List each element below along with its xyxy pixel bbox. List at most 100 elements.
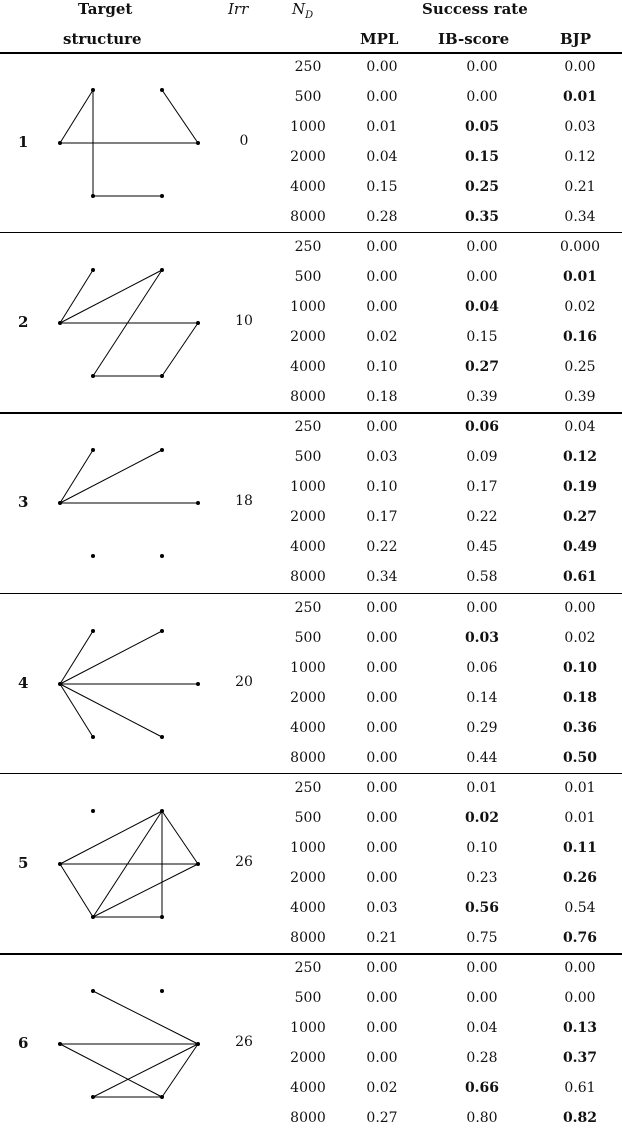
cell-ib: 0.80 bbox=[466, 1110, 498, 1126]
horizontal-rule bbox=[0, 232, 622, 233]
graph-node bbox=[160, 88, 164, 92]
cell-n: 4000 bbox=[290, 1080, 326, 1096]
header-irr: Irr bbox=[228, 0, 249, 18]
structure-number: 5 bbox=[18, 854, 29, 872]
graph-node bbox=[160, 194, 164, 198]
cell-n: 250 bbox=[294, 780, 322, 796]
graph-node bbox=[196, 1042, 200, 1046]
graph-node bbox=[58, 682, 62, 686]
target-structure-graph bbox=[58, 809, 200, 919]
graph-node bbox=[196, 682, 200, 686]
graph-node bbox=[196, 321, 200, 325]
graph-node bbox=[160, 809, 164, 813]
graph-edge bbox=[92, 990, 199, 1045]
horizontal-rule bbox=[0, 52, 622, 54]
target-structure-graph bbox=[58, 989, 200, 1099]
cell-mpl: 0.00 bbox=[366, 419, 398, 435]
cell-bjp: 0.01 bbox=[564, 810, 596, 826]
graph-node bbox=[160, 1095, 164, 1099]
graph-edge bbox=[59, 810, 163, 865]
cell-bjp: 0.37 bbox=[562, 1050, 598, 1066]
irr-value: 26 bbox=[235, 1034, 253, 1050]
cell-bjp: 0.00 bbox=[564, 960, 596, 976]
cell-ib: 0.39 bbox=[466, 389, 498, 405]
cell-bjp: 0.04 bbox=[564, 419, 596, 435]
cell-ib: 0.14 bbox=[466, 690, 498, 706]
cell-ib: 0.22 bbox=[466, 509, 498, 525]
cell-bjp: 0.01 bbox=[562, 89, 598, 105]
cell-bjp: 0.61 bbox=[562, 569, 598, 585]
graph-node bbox=[91, 554, 95, 558]
cell-n: 8000 bbox=[290, 930, 326, 946]
graph-node bbox=[91, 915, 95, 919]
cell-n: 1000 bbox=[290, 660, 326, 676]
cell-n: 250 bbox=[294, 419, 322, 435]
cell-ib: 0.58 bbox=[466, 569, 498, 585]
graph-edge bbox=[92, 269, 163, 377]
cell-mpl: 0.15 bbox=[366, 179, 398, 195]
cell-mpl: 0.34 bbox=[366, 569, 398, 585]
cell-mpl: 0.02 bbox=[366, 1080, 398, 1096]
cell-bjp: 0.34 bbox=[564, 209, 596, 225]
graph-edge bbox=[161, 1043, 199, 1098]
cell-ib: 0.23 bbox=[466, 870, 498, 886]
graph-node bbox=[91, 735, 95, 739]
cell-ib: 0.00 bbox=[466, 239, 498, 255]
header-bjp: BJP bbox=[560, 30, 592, 48]
cell-ib: 0.04 bbox=[464, 299, 500, 315]
cell-mpl: 0.28 bbox=[366, 209, 398, 225]
cell-ib: 0.17 bbox=[466, 479, 498, 495]
irr-value: 18 bbox=[235, 493, 253, 509]
horizontal-rule bbox=[0, 593, 622, 594]
cell-ib: 0.35 bbox=[464, 209, 500, 225]
header-nd-main: N bbox=[292, 0, 306, 18]
cell-ib: 0.00 bbox=[466, 269, 498, 285]
header-nd-sub: D bbox=[305, 10, 314, 21]
graph-edge bbox=[59, 683, 163, 738]
graph-node bbox=[160, 989, 164, 993]
cell-mpl: 0.00 bbox=[366, 299, 398, 315]
cell-mpl: 0.00 bbox=[366, 660, 398, 676]
cell-ib: 0.45 bbox=[466, 539, 498, 555]
cell-ib: 0.00 bbox=[466, 990, 498, 1006]
structure-number: 6 bbox=[18, 1034, 29, 1052]
cell-bjp: 0.00 bbox=[564, 600, 596, 616]
cell-bjp: 0.26 bbox=[562, 870, 598, 886]
graph-edge bbox=[59, 863, 94, 918]
cell-bjp: 0.13 bbox=[562, 1020, 598, 1036]
cell-bjp: 0.00 bbox=[564, 59, 596, 75]
graph-node bbox=[91, 1095, 95, 1099]
graph-node bbox=[91, 88, 95, 92]
cell-bjp: 0.21 bbox=[564, 179, 596, 195]
cell-mpl: 0.21 bbox=[366, 930, 398, 946]
target-structure-graph bbox=[58, 268, 200, 378]
horizontal-rule bbox=[0, 773, 622, 774]
cell-ib: 0.00 bbox=[466, 89, 498, 105]
cell-n: 500 bbox=[294, 810, 322, 826]
cell-ib: 0.75 bbox=[466, 930, 498, 946]
cell-mpl: 0.00 bbox=[366, 269, 398, 285]
cell-n: 2000 bbox=[290, 690, 326, 706]
cell-mpl: 0.02 bbox=[366, 329, 398, 345]
cell-ib: 0.28 bbox=[466, 1050, 498, 1066]
cell-bjp: 0.10 bbox=[562, 660, 598, 676]
header-mpl: MPL bbox=[360, 30, 399, 48]
cell-mpl: 0.00 bbox=[366, 630, 398, 646]
cell-n: 1000 bbox=[290, 479, 326, 495]
cell-n: 1000 bbox=[290, 299, 326, 315]
graph-edge bbox=[92, 863, 199, 918]
graph-node bbox=[58, 862, 62, 866]
cell-ib: 0.27 bbox=[464, 359, 500, 375]
structure-number: 2 bbox=[18, 313, 29, 331]
target-structure-graph bbox=[58, 448, 200, 558]
cell-ib: 0.05 bbox=[464, 119, 500, 135]
cell-ib: 0.56 bbox=[464, 900, 500, 916]
graph-node bbox=[91, 989, 95, 993]
graph-node bbox=[160, 554, 164, 558]
cell-n: 1000 bbox=[290, 840, 326, 856]
cell-mpl: 0.01 bbox=[366, 119, 398, 135]
cell-ib: 0.02 bbox=[464, 810, 500, 826]
cell-mpl: 0.00 bbox=[366, 89, 398, 105]
cell-mpl: 0.18 bbox=[366, 389, 398, 405]
target-structure-graph bbox=[58, 629, 200, 739]
